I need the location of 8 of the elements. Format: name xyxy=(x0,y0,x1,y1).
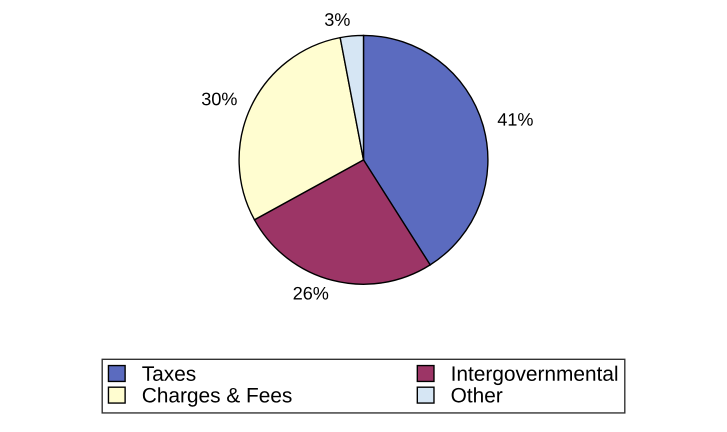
legend-label: Charges & Fees xyxy=(142,387,292,407)
legend-label: Intergovernmental xyxy=(452,366,618,386)
legend-label: Other xyxy=(452,387,502,403)
data-label: 3% xyxy=(324,13,350,26)
legend-label: Taxes xyxy=(142,366,196,381)
data-label: 26% xyxy=(294,286,328,300)
data-label: 30% xyxy=(202,92,237,106)
data-label: 41% xyxy=(498,113,533,126)
